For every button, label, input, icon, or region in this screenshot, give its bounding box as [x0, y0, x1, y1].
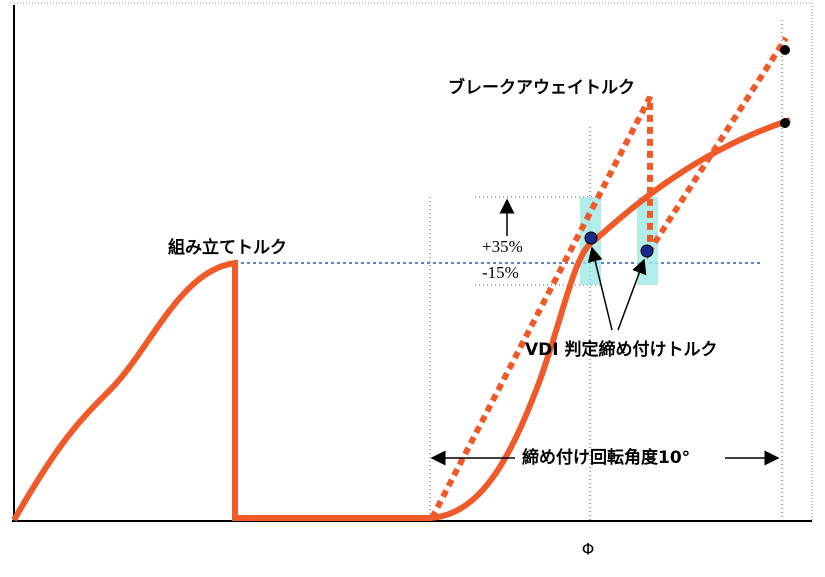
curves — [11, 36, 791, 522]
arrows — [430, 198, 780, 466]
minus-label: -15% — [482, 263, 519, 282]
breakaway-label: ブレークアウェイトルク — [448, 77, 635, 98]
angle-label: 締め付け回転角度10° — [522, 447, 690, 468]
phi-label: Φ — [582, 540, 595, 559]
assembly-label: 組み立てトルク — [168, 237, 287, 258]
vdi-label: VDI 判定締め付けトルク — [525, 339, 718, 360]
plus-label: +35% — [482, 237, 523, 256]
markers — [584, 45, 790, 258]
guides — [429, 20, 783, 520]
